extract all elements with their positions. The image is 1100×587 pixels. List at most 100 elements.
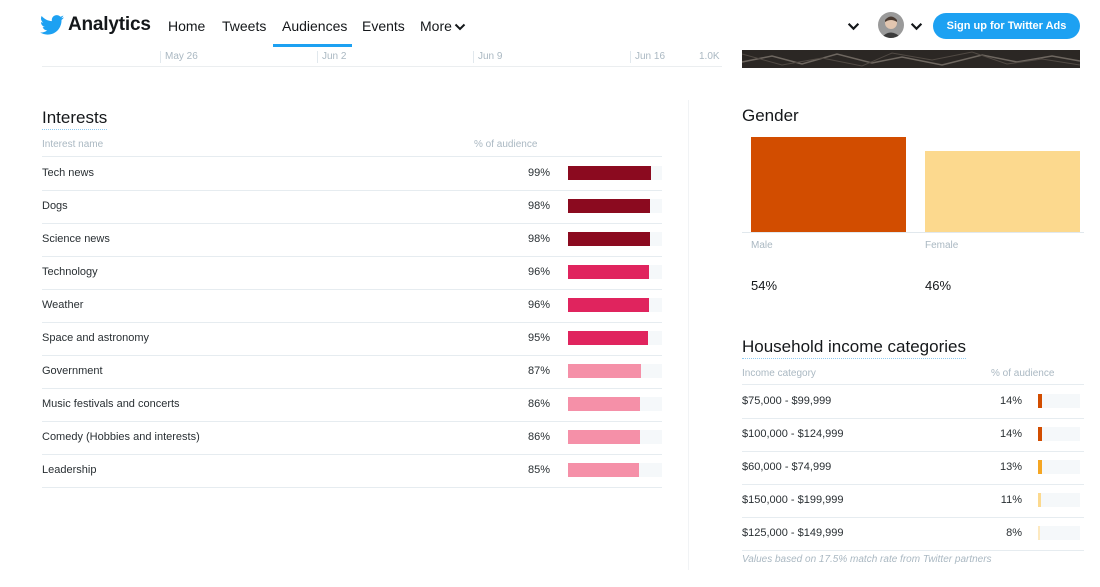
- income-bar-track: [1038, 526, 1080, 540]
- match-rate-footnote: Values based on 17.5% match rate from Tw…: [742, 554, 992, 565]
- interest-bar-track: [568, 397, 662, 411]
- twitter-bird-icon: [40, 15, 64, 35]
- gender-percent: 54%: [751, 278, 778, 293]
- interest-name: Government: [42, 365, 103, 377]
- interests-title: Interests: [42, 108, 108, 130]
- table-row: $125,000 - $149,999 8%: [742, 517, 1084, 551]
- income-category: $150,000 - $199,999: [742, 494, 844, 506]
- chevron-down-icon: [454, 24, 466, 31]
- interest-bar-track: [568, 199, 662, 213]
- income-category: $100,000 - $124,999: [742, 428, 844, 440]
- interest-name: Music festivals and concerts: [42, 398, 180, 410]
- interest-percent: 98%: [527, 200, 550, 212]
- income-bar-track: [1038, 394, 1080, 408]
- interest-percent: 96%: [527, 299, 550, 311]
- table-row: Space and astronomy 95%: [42, 322, 662, 356]
- nav-more-label: More: [420, 18, 452, 34]
- interest-name: Comedy (Hobbies and interests): [42, 431, 200, 443]
- income-category: $75,000 - $99,999: [742, 395, 832, 407]
- interest-percent: 86%: [527, 398, 550, 410]
- income-bar-track: [1038, 460, 1080, 474]
- header-divider: [742, 384, 1084, 385]
- date-tick: May 26: [160, 51, 198, 63]
- nav-more[interactable]: More: [420, 18, 466, 34]
- interest-bar-track: [568, 463, 662, 477]
- income-percent-header: % of audience: [991, 368, 1055, 379]
- axis-value-label: 1.0K: [699, 51, 720, 62]
- table-row: Technology 96%: [42, 256, 662, 290]
- top-nav: Analytics Home Tweets Audiences Events M…: [0, 0, 1100, 50]
- income-percent: 14%: [999, 395, 1022, 407]
- active-tab-indicator: [273, 44, 352, 47]
- interest-name: Leadership: [42, 464, 97, 476]
- income-percent: 11%: [1000, 494, 1022, 506]
- income-title: Household income categories: [742, 337, 966, 359]
- income-category: $125,000 - $149,999: [742, 527, 844, 539]
- interest-bar: [568, 397, 641, 411]
- interest-percent: 96%: [527, 266, 550, 278]
- date-tick: Jun 9: [473, 51, 502, 63]
- income-bar: [1038, 526, 1041, 540]
- column-divider: [688, 100, 689, 570]
- income-bar-track: [1038, 427, 1080, 441]
- user-photo: [878, 12, 904, 38]
- income-category: $60,000 - $74,999: [742, 461, 832, 473]
- date-tick: Jun 16: [630, 51, 665, 63]
- interest-bar: [568, 331, 648, 345]
- date-tick: Jun 2: [317, 51, 346, 63]
- chevron-down-icon[interactable]: [910, 20, 923, 33]
- table-row: Weather 96%: [42, 289, 662, 323]
- nav-audiences[interactable]: Audiences: [282, 18, 348, 34]
- table-row: Government 87%: [42, 355, 662, 389]
- interest-bar-track: [568, 298, 662, 312]
- interest-name: Tech news: [42, 167, 94, 179]
- gender-bar: [925, 151, 1080, 232]
- income-bar: [1038, 460, 1042, 474]
- interest-name: Dogs: [42, 200, 68, 212]
- table-row: $150,000 - $199,999 11%: [742, 484, 1084, 518]
- interest-bar-track: [568, 364, 662, 378]
- interest-bar-track: [568, 265, 662, 279]
- table-row: Comedy (Hobbies and interests) 86%: [42, 421, 662, 455]
- interest-bar-track: [568, 232, 662, 246]
- interest-name: Space and astronomy: [42, 332, 150, 344]
- table-row: Music festivals and concerts 86%: [42, 388, 662, 422]
- analytics-brand[interactable]: Analytics: [40, 14, 151, 36]
- interest-bar-track: [568, 166, 662, 180]
- sign-up-twitter-ads-button[interactable]: Sign up for Twitter Ads: [933, 13, 1080, 39]
- interest-bar: [568, 463, 640, 477]
- table-row: $60,000 - $74,999 13%: [742, 451, 1084, 485]
- income-percent: 8%: [1006, 527, 1022, 539]
- table-row: Science news 98%: [42, 223, 662, 257]
- interest-bar-track: [568, 331, 662, 345]
- table-row: Tech news 99%: [42, 157, 662, 191]
- interest-percent: 87%: [527, 365, 550, 377]
- gender-baseline: [742, 232, 1084, 233]
- interest-percent: 95%: [527, 332, 550, 344]
- income-percent: 14%: [999, 428, 1022, 440]
- nav-home[interactable]: Home: [168, 18, 206, 34]
- gender-label: Male: [751, 240, 773, 251]
- income-category-header: Income category: [742, 368, 816, 379]
- interest-bar: [568, 199, 651, 213]
- interest-name-header: Interest name: [42, 139, 104, 150]
- gender-bar: [751, 137, 906, 232]
- income-percent: 13%: [999, 461, 1022, 473]
- interest-percent: 86%: [527, 431, 550, 443]
- header-photo: [742, 50, 1080, 68]
- avatar[interactable]: [878, 12, 904, 38]
- nav-tweets[interactable]: Tweets: [222, 18, 267, 34]
- table-row: $75,000 - $99,999 14%: [742, 385, 1084, 419]
- table-row: Leadership 85%: [42, 454, 662, 488]
- interest-bar: [568, 232, 651, 246]
- interest-name: Science news: [42, 233, 110, 245]
- interest-name: Technology: [42, 266, 98, 278]
- nav-events[interactable]: Events: [362, 18, 405, 34]
- interest-bar: [568, 430, 641, 444]
- gender-title: Gender: [742, 106, 799, 125]
- income-bar: [1038, 394, 1043, 408]
- chevron-down-icon[interactable]: [847, 20, 860, 33]
- table-row: $100,000 - $124,999 14%: [742, 418, 1084, 452]
- header-divider: [42, 156, 662, 157]
- interest-bar: [568, 265, 649, 279]
